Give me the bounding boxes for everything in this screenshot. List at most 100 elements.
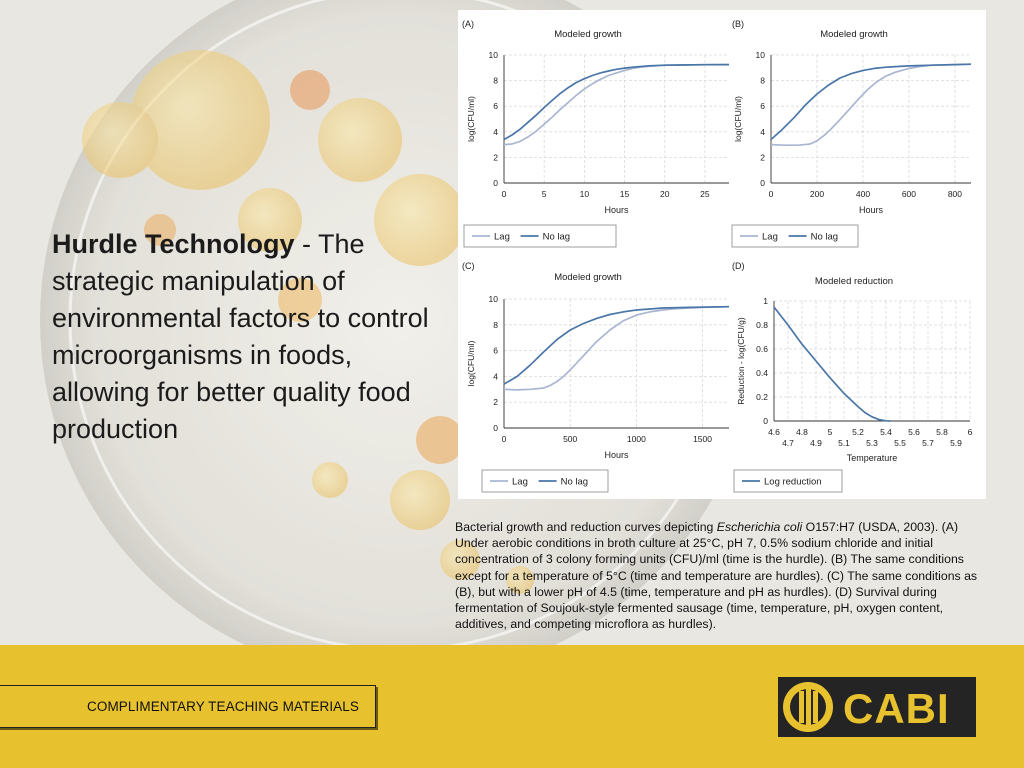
x-tick-label: 6	[968, 427, 973, 437]
series-line-lag	[770, 63, 972, 147]
legend-label: Lag	[762, 232, 778, 243]
x-tick-label: 10	[580, 189, 590, 199]
growth-curves-figure: (A) Modeled growth 0 2 4 6 8 10 0 5 10 15 20 25 Hours l…	[458, 10, 986, 499]
y-tick-label: 6	[493, 346, 498, 356]
y-axis-label: Reduction - log(CFU/g)	[736, 317, 746, 405]
series-line-no-lag	[503, 305, 730, 385]
y-tick-label: 2	[493, 152, 498, 162]
series-line-log-reduction	[773, 306, 891, 422]
y-tick-label: 4	[493, 371, 498, 381]
teaching-materials-label: COMPLIMENTARY TEACHING MATERIALS	[87, 699, 359, 714]
series-line-no-lag	[770, 63, 972, 141]
chart-title: Modeled growth	[820, 29, 888, 40]
legend-label: No lag	[561, 477, 588, 488]
x-tick-label: 5.8	[936, 427, 948, 437]
x-tick-label: 5.2	[852, 427, 864, 437]
y-tick-label: 0.4	[756, 368, 768, 378]
y-tick-label: 0	[763, 416, 768, 426]
series-line-lag	[503, 63, 730, 146]
footer-bar: COMPLIMENTARY TEACHING MATERIALS CABI	[0, 645, 1024, 768]
x-tick-label: 15	[620, 189, 630, 199]
y-tick-label: 0	[760, 178, 765, 188]
panel-label: (C)	[462, 261, 475, 271]
x-tick-label: 25	[700, 189, 710, 199]
legend-box	[463, 224, 617, 248]
figure-caption: Bacterial growth and reduction curves de…	[455, 519, 985, 632]
y-tick-label: 10	[489, 294, 499, 304]
caption-before: Bacterial growth and reduction curves de…	[455, 520, 717, 534]
x-tick-label: 5.6	[908, 427, 920, 437]
legend: Lag No lag	[481, 469, 609, 493]
legend-label: Log reduction	[764, 477, 822, 488]
legend: Log reduction	[733, 469, 843, 493]
y-tick-label: 0.6	[756, 344, 768, 354]
chart-title: Modeled growth	[554, 272, 622, 283]
y-tick-label: 4	[760, 127, 765, 137]
y-axis-label: log(CFU/ml)	[466, 96, 476, 142]
chart-title: Modeled growth	[554, 29, 622, 40]
x-tick-label: 5.9	[950, 438, 962, 448]
x-tick-label: 600	[902, 189, 916, 199]
x-axis-label: Hours	[604, 450, 629, 460]
chart-panel-3: (C) Modeled growth 0 2 4 6 8 10 0 500 1000 1500 Hour…	[462, 261, 730, 493]
series-line-no-lag	[503, 63, 730, 141]
y-tick-label: 0.8	[756, 320, 768, 330]
x-tick-label: 0	[769, 189, 774, 199]
x-tick-label: 20	[660, 189, 670, 199]
y-tick-label: 8	[493, 320, 498, 330]
x-axis-label: Hours	[859, 205, 884, 215]
y-axis-label: log(CFU/ml)	[466, 340, 476, 386]
y-tick-label: 8	[493, 76, 498, 86]
cabi-logo-text: CABI	[843, 685, 950, 732]
legend-label: No lag	[811, 232, 838, 243]
legend-label: Lag	[494, 232, 510, 243]
x-tick-label: 4.6	[768, 427, 780, 437]
x-tick-label: 5.5	[894, 438, 906, 448]
y-tick-label: 0.2	[756, 392, 768, 402]
x-axis-label: Hours	[604, 205, 629, 215]
legend-label: No lag	[543, 232, 570, 243]
x-tick-label: 4.8	[796, 427, 808, 437]
x-tick-label: 5	[542, 189, 547, 199]
legend-box	[733, 469, 843, 493]
y-tick-label: 1	[763, 296, 768, 306]
y-tick-label: 0	[493, 423, 498, 433]
x-tick-label: 0	[502, 434, 507, 444]
cabi-logo: CABI	[778, 677, 976, 737]
x-tick-label: 0	[502, 189, 507, 199]
y-tick-label: 6	[760, 101, 765, 111]
chart-panel-1: (A) Modeled growth 0 2 4 6 8 10 0 5 10 15 20 25 Hours l…	[462, 19, 730, 248]
caption-after: O157:H7 (USDA, 2003). (A) Under aerobic …	[455, 520, 978, 632]
x-tick-label: 800	[948, 189, 962, 199]
teaching-materials-box: COMPLIMENTARY TEACHING MATERIALS	[0, 685, 376, 728]
series-line-lag	[503, 305, 730, 391]
x-tick-label: 500	[563, 434, 577, 444]
chart-title: Modeled reduction	[815, 276, 893, 287]
legend: Lag No lag	[463, 224, 617, 248]
x-tick-label: 400	[856, 189, 870, 199]
panel-label: (D)	[732, 261, 745, 271]
y-tick-label: 2	[760, 152, 765, 162]
panel-label: (A)	[462, 19, 474, 29]
slide-heading: Hurdle Technology - The strategic manipu…	[52, 226, 432, 448]
legend: Lag No lag	[731, 224, 859, 248]
chart-panel-2: (B) Modeled growth 0 2 4 6 8 10 0 200 400 600 800 Hou…	[731, 19, 972, 248]
heading-bold: Hurdle Technology	[52, 229, 295, 259]
x-tick-label: 1500	[693, 434, 712, 444]
x-axis-label: Temperature	[847, 453, 898, 463]
y-axis-label: log(CFU/ml)	[733, 96, 743, 142]
heading-rest: - The strategic manipulation of environm…	[52, 229, 429, 444]
y-tick-label: 10	[489, 50, 499, 60]
y-tick-label: 8	[760, 76, 765, 86]
y-tick-label: 6	[493, 101, 498, 111]
legend-label: Lag	[512, 477, 528, 488]
x-tick-label: 4.7	[782, 438, 794, 448]
chart-panel-4: (D) Modeled reduction 0 0.2 0.4 0.6 0.8 1 4.6 4.8…	[732, 261, 973, 493]
x-tick-label: 5.7	[922, 438, 934, 448]
x-tick-label: 1000	[627, 434, 646, 444]
x-tick-label: 4.9	[810, 438, 822, 448]
x-tick-label: 5	[828, 427, 833, 437]
x-tick-label: 5.4	[880, 427, 892, 437]
x-tick-label: 200	[810, 189, 824, 199]
